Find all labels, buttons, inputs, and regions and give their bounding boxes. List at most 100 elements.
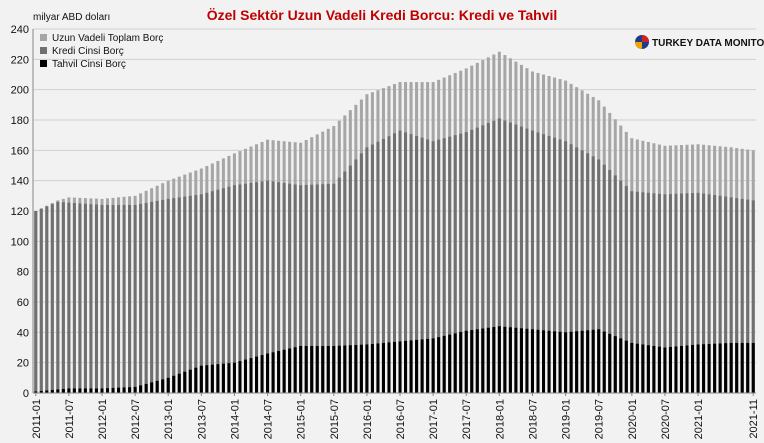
bar-loan [89,204,93,393]
bar-bond [310,345,314,393]
bar-bond [199,365,203,393]
bar-bond [266,353,270,393]
bar-bond [144,383,148,393]
bar-loan [183,196,187,393]
bar-loan [497,118,501,393]
bar-loan [691,193,695,393]
bar-loan [492,120,496,393]
bar-bond [702,344,706,393]
bar-loan [470,129,474,394]
bar-bond [139,385,143,393]
bar-loan [707,194,711,393]
bar-bond [448,334,452,393]
bar-bond [746,342,750,393]
bar-bond [657,346,661,393]
bar-loan [437,139,441,393]
bar-bond [431,338,435,393]
bar-bond [564,332,568,393]
bar-bond [183,371,187,393]
bar-loan [188,195,192,393]
bar-bond [166,377,170,393]
bar-loan [321,184,325,393]
bar-loan [503,120,507,393]
bar-bond [387,342,391,393]
y-tick-label: 220 [11,54,29,66]
bar-bond [442,335,446,393]
bar-bond [61,388,65,393]
bar-loan [194,195,198,393]
bar-loan [409,134,413,393]
bar-loan [155,200,159,393]
bar-loan [161,199,165,393]
bar-loan [442,138,446,393]
legend-swatch-bond [40,60,47,67]
bar-loan [404,132,408,393]
bar-bond [354,344,358,393]
bar-bond [370,343,374,393]
bar-bond [575,331,579,393]
bar-loan [608,170,612,393]
bar-bond [514,327,518,393]
bar-loan [144,202,148,393]
bar-bond [332,345,336,393]
bar-loan [724,196,728,393]
bar-bond [133,386,137,393]
bar-loan [415,135,419,393]
bar-loan [56,201,60,393]
bar-bond [83,388,87,393]
bar-loan [514,124,518,394]
bar-bond [232,362,236,393]
legend-swatch-loan [40,47,47,54]
bar-bond [89,388,93,393]
bar-loan [216,189,220,393]
x-tick-label: 2019-07 [594,399,606,439]
bar-bond [282,349,286,393]
bar-bond [293,347,297,393]
bar-loan [387,136,391,393]
bar-loan [679,193,684,393]
bar-bond [243,359,248,393]
bar-bond [453,333,457,393]
bar-loan [735,198,739,393]
bar-bond [50,389,54,393]
brand-logo-icon [635,35,649,49]
bar-bond [508,327,512,393]
bar-loan [547,135,551,393]
bar-bond [530,329,534,393]
x-tick-label: 2012-01 [97,399,109,439]
x-tick-label: 2017-07 [461,399,473,439]
bar-bond [100,388,104,393]
bar-loan [542,134,546,393]
bar-bond [172,375,176,393]
bar-bond [486,327,490,393]
bar-bond [602,331,606,393]
bar-bond [751,342,755,393]
bar-loan [359,153,363,393]
bar-bond [679,345,684,393]
bar-loan [668,194,672,393]
bar-loan [122,204,126,393]
bar-loan [83,203,87,393]
bar-loan [486,123,490,393]
bar-loan [72,203,76,393]
brand-logo-text: TURKEY DATA MONITOR [652,38,764,49]
chart-title: Özel Sektör Uzun Vadeli Kredi Borcu: Kre… [207,7,558,23]
bar-bond [470,330,474,393]
bar-loan [94,204,98,393]
bar-loan [177,197,181,393]
bar-loan [381,138,385,393]
bar-loan [249,182,253,393]
y-tick-label: 180 [11,115,29,127]
bar-loan [166,198,170,393]
bar-loan [111,204,115,393]
bar-bond [608,333,612,393]
bar-bond [117,387,121,393]
bar-loan [232,185,236,393]
bar-loan [674,193,678,393]
bar-loan [475,127,479,393]
bar-bond [365,344,369,393]
y-tick-label: 40 [17,327,29,339]
bar-loan [564,141,568,393]
x-tick-label: 2014-01 [229,399,241,439]
